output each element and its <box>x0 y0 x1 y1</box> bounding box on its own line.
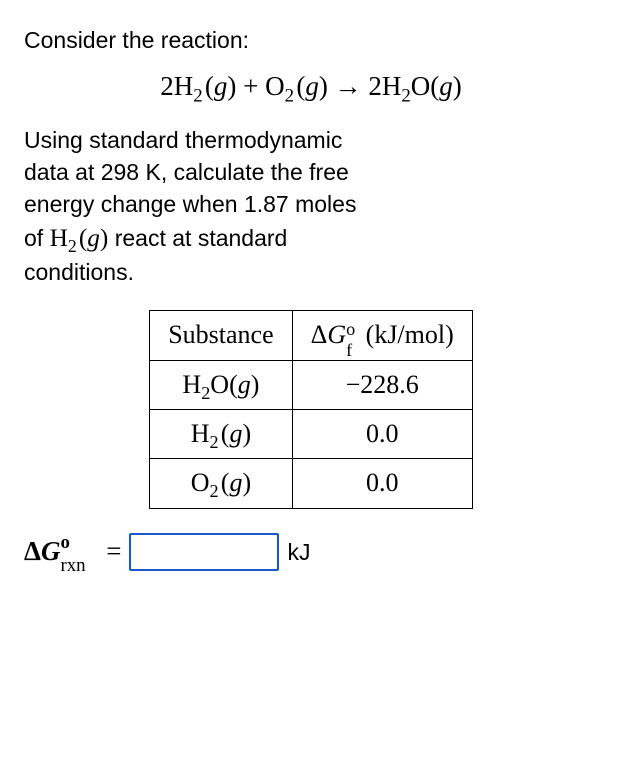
reactant-1: 2H2 (g) <box>160 71 243 101</box>
state: g <box>87 224 100 252</box>
sub: 2 <box>210 432 219 452</box>
reactant-2: O2 (g) <box>265 71 334 101</box>
sub: 2 <box>401 86 410 107</box>
plus-sign: + <box>243 71 258 101</box>
header-substance: Substance <box>150 311 292 360</box>
g: G <box>41 536 61 566</box>
base: H <box>182 370 201 399</box>
substance-cell: H2 (g) <box>150 409 292 458</box>
state: g <box>305 71 319 101</box>
answer-label: ΔGorxn <box>24 533 98 571</box>
base: H <box>382 71 402 101</box>
line-5: conditions. <box>24 259 134 285</box>
state: g <box>214 71 228 101</box>
sub: 2 <box>68 236 77 256</box>
table-row: O2 (g) 0.0 <box>150 459 473 508</box>
sub: 2 <box>285 86 294 107</box>
table-row: H2 (g) 0.0 <box>150 409 473 458</box>
substance-cell: O2 (g) <box>150 459 292 508</box>
line-2: data at 298 K, calculate the free <box>24 159 349 185</box>
delta: Δ <box>24 536 41 566</box>
line-3: energy change when 1.87 moles <box>24 191 356 217</box>
state: g <box>229 468 242 497</box>
state: g <box>439 71 453 101</box>
state: g <box>238 370 251 399</box>
instructions: Using standard thermodynamic data at 298… <box>24 124 598 288</box>
arrow: → <box>335 71 362 101</box>
delta: Δ <box>311 320 328 349</box>
prompt-intro: Consider the reaction: <box>24 24 598 56</box>
value-cell: −228.6 <box>292 360 472 409</box>
base: O <box>191 468 210 497</box>
instruction-species: H2 (g) <box>50 224 109 252</box>
base: O <box>265 71 285 101</box>
tail: O <box>411 71 431 101</box>
equals-sign: = <box>106 533 121 571</box>
tail: O <box>210 370 229 399</box>
g: G <box>327 320 346 349</box>
state: g <box>229 419 242 448</box>
sub: 2 <box>201 383 210 403</box>
line-4a: of <box>24 225 50 251</box>
answer-row: ΔGorxn = kJ <box>24 533 598 571</box>
header-dgf: ΔGof (kJ/mol) <box>292 311 472 360</box>
line-1: Using standard thermodynamic <box>24 127 342 153</box>
answer-unit: kJ <box>287 536 310 568</box>
sub: 2 <box>193 86 202 107</box>
coef: 2 <box>160 71 174 101</box>
table-row: H2O(g) −228.6 <box>150 360 473 409</box>
base: H <box>174 71 194 101</box>
base: H <box>50 224 68 252</box>
value-cell: 0.0 <box>292 459 472 508</box>
coef: 2 <box>368 71 382 101</box>
sub: 2 <box>210 482 219 502</box>
table-header-row: Substance ΔGof (kJ/mol) <box>150 311 473 360</box>
substance-cell: H2O(g) <box>150 360 292 409</box>
thermo-data-table: Substance ΔGof (kJ/mol) H2O(g) −228.6 H2… <box>149 310 473 509</box>
answer-input[interactable] <box>129 533 279 571</box>
reaction-equation: 2H2 (g) + O2 (g) → 2H2O(g) <box>24 68 598 106</box>
line-4b: react at standard <box>108 225 287 251</box>
value-cell: 0.0 <box>292 409 472 458</box>
unit: (kJ/mol) <box>366 320 454 349</box>
product-1: 2H2O(g) <box>368 71 461 101</box>
base: H <box>191 419 210 448</box>
